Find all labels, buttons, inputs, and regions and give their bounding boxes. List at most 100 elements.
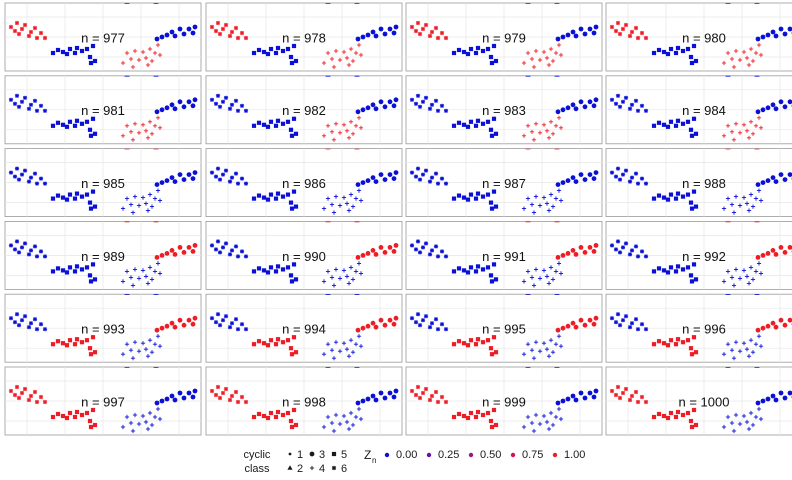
data-point <box>38 249 44 254</box>
data-point <box>765 251 771 256</box>
data-point <box>233 389 239 395</box>
data-point <box>87 127 93 132</box>
facet-panel: n = 1000 <box>605 366 792 436</box>
data-point <box>157 271 163 276</box>
data-point <box>145 135 151 140</box>
data-point <box>34 108 40 113</box>
data-point <box>683 71 686 74</box>
data-point <box>331 210 337 215</box>
data-point <box>413 174 419 179</box>
data-point <box>668 46 674 52</box>
data-point <box>354 294 360 296</box>
data-point <box>741 413 747 419</box>
facet-panel: n = 979 <box>405 2 603 72</box>
data-point <box>695 145 698 148</box>
data-point <box>744 128 750 133</box>
data-point <box>693 422 699 428</box>
data-point <box>74 337 80 342</box>
data-point <box>475 337 481 342</box>
data-point <box>8 316 14 321</box>
data-point <box>67 192 73 197</box>
data-point <box>19 99 25 104</box>
data-point <box>427 106 433 111</box>
data-point <box>485 410 491 416</box>
data-point <box>639 176 645 181</box>
legend-shape-key <box>309 451 315 457</box>
data-point <box>333 194 339 199</box>
data-point <box>693 277 699 282</box>
data-point <box>468 46 474 52</box>
data-point <box>346 426 352 432</box>
data-point <box>609 388 615 394</box>
data-point <box>541 195 547 200</box>
data-point <box>87 273 93 278</box>
data-point <box>770 248 776 253</box>
data-point <box>42 254 48 259</box>
data-point <box>120 279 126 284</box>
data-point <box>417 177 423 182</box>
data-point <box>72 123 78 128</box>
data-point <box>19 26 25 32</box>
panel-label: n = 998 <box>282 394 326 409</box>
data-point <box>753 196 759 201</box>
data-point <box>124 196 130 201</box>
data-point <box>782 104 788 110</box>
data-point <box>155 188 161 193</box>
data-point <box>60 122 66 127</box>
data-point <box>365 396 371 402</box>
data-point <box>782 395 788 401</box>
data-point <box>593 315 599 321</box>
data-point <box>360 253 366 258</box>
data-point <box>220 245 226 250</box>
data-point <box>578 390 584 396</box>
data-point <box>553 342 559 347</box>
data-point <box>136 57 142 63</box>
data-point <box>67 410 73 416</box>
data-point <box>685 46 691 52</box>
data-point <box>548 338 554 343</box>
data-point <box>765 32 771 38</box>
legend-color-label: 0.00 <box>396 449 417 461</box>
data-point <box>321 133 327 138</box>
data-point <box>635 399 641 405</box>
data-point <box>186 99 192 105</box>
data-point <box>556 42 562 48</box>
data-point <box>79 194 85 199</box>
data-point <box>461 268 467 273</box>
data-point <box>433 244 439 249</box>
data-point <box>491 43 497 49</box>
data-point <box>124 367 130 368</box>
data-point <box>488 418 494 424</box>
data-point <box>537 349 543 354</box>
data-point <box>760 107 766 113</box>
data-point <box>544 201 550 206</box>
data-point <box>627 252 633 257</box>
data-point <box>50 50 56 56</box>
data-point <box>181 250 187 255</box>
data-point <box>782 322 788 328</box>
data-point <box>529 202 535 207</box>
data-point <box>94 145 97 148</box>
data-point <box>754 221 760 223</box>
data-point <box>275 45 281 51</box>
data-point <box>729 348 735 353</box>
data-point <box>643 254 649 259</box>
data-point <box>124 342 130 347</box>
data-point <box>665 415 671 421</box>
data-point <box>609 24 615 30</box>
data-point <box>409 24 415 30</box>
data-point <box>668 410 674 416</box>
data-point <box>627 179 633 184</box>
data-point <box>737 349 743 354</box>
data-point <box>32 25 38 31</box>
data-point <box>140 122 146 127</box>
data-point <box>651 123 657 128</box>
data-point <box>79 48 85 54</box>
data-point <box>60 341 66 346</box>
data-point <box>733 340 739 345</box>
data-point <box>733 48 739 54</box>
panel-label: n = 989 <box>81 249 125 264</box>
data-point <box>149 204 155 209</box>
data-point <box>420 172 426 177</box>
data-point <box>731 210 737 215</box>
